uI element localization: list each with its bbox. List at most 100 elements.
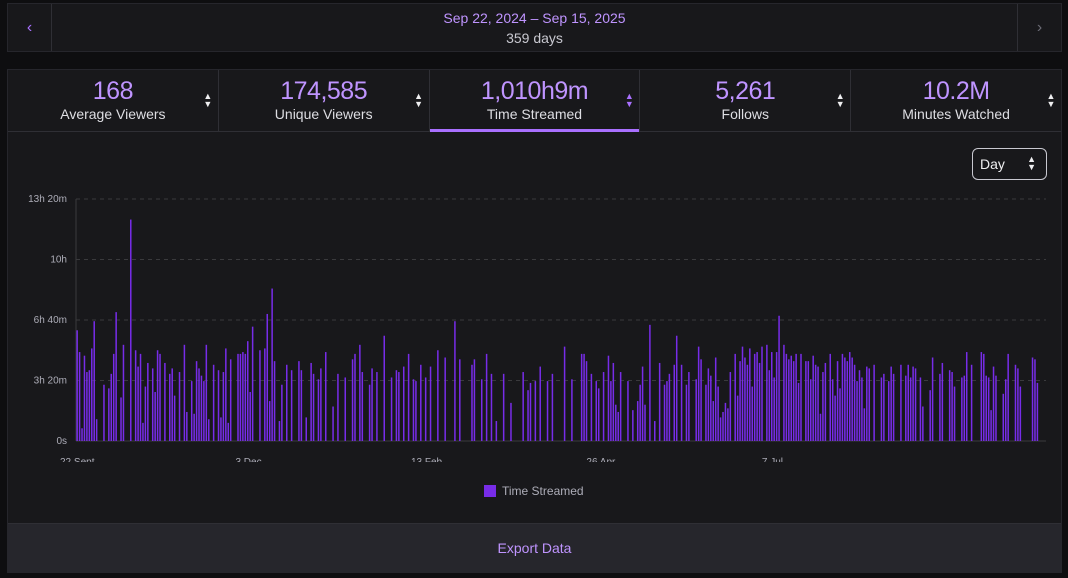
export-data-button[interactable]: Export Data [497,540,572,556]
stat-label: Unique Viewers [274,106,373,122]
bar [217,370,220,441]
chevron-left-icon[interactable]: ‹ [8,4,52,51]
bar [317,379,320,441]
bar [120,397,122,441]
bar [249,391,251,441]
bar [658,362,661,441]
bar [985,375,987,441]
bar [305,417,308,441]
y-tick-label: 3h 20m [34,376,67,387]
bar [551,373,554,441]
bar [229,359,232,441]
bar [1014,364,1017,441]
bar [980,352,983,441]
bar [736,395,739,441]
bar [963,375,966,441]
bar [853,364,856,441]
stat-average-viewers[interactable]: 168 Average Viewers ▲ ▼ [8,70,219,131]
bar [673,364,676,441]
bar [88,370,91,441]
bar [751,386,754,441]
bar [722,411,724,441]
bar [164,362,166,441]
bar [278,421,281,441]
date-range[interactable]: Sep 22, 2024 – Sep 15, 2025 [443,10,626,26]
bar [912,366,914,441]
sort-icon[interactable]: ▲ ▼ [1046,91,1056,109]
bar [86,372,88,441]
bar [941,362,944,441]
bar [527,390,529,441]
bar [892,373,895,441]
bar [880,377,883,441]
stat-label: Time Streamed [486,106,583,122]
bar [773,377,775,441]
bar [848,352,851,441]
bar [134,350,137,441]
sort-icon[interactable]: ▲ ▼ [835,91,845,109]
bar [619,372,622,441]
bar [510,402,512,441]
bar [749,348,751,441]
bar [680,364,683,441]
bar [641,366,644,441]
bar [819,413,822,441]
bar [225,348,227,441]
chart-legend[interactable]: Time Streamed [484,484,584,498]
stat-follows[interactable]: 5,261 Follows ▲ ▼ [640,70,852,131]
bar [890,366,892,441]
bar [858,370,861,441]
bar [729,372,732,441]
stat-unique-viewers[interactable]: 174,585 Unique Viewers ▲ ▼ [219,70,430,131]
bar [286,364,288,441]
stat-value: 10.2M [922,77,990,105]
stat-value: 5,261 [715,77,776,105]
bar [931,357,934,441]
stat-time-streamed[interactable]: 1,010h9m Time Streamed ▲ ▼ [429,70,641,132]
bar [495,421,498,441]
sort-icon[interactable]: ▲ ▼ [203,91,213,109]
bar [81,428,83,441]
bar [727,408,729,441]
bar [778,315,780,441]
bar [654,421,656,441]
bar [965,352,968,441]
stat-minutes-watched[interactable]: 10.2M Minutes Watched ▲ ▼ [851,70,1061,131]
bar [697,346,700,441]
bar [130,219,132,441]
x-tick-label: 7 Jul [762,457,783,462]
bar [639,384,641,441]
bar [398,372,400,441]
bar [851,357,853,441]
bar [800,353,802,441]
bar [607,355,610,441]
chevron-right-icon[interactable]: › [1017,4,1061,51]
bar [739,361,741,441]
bar [873,364,875,441]
bar [563,346,566,441]
bar [617,411,619,441]
bar [268,401,271,441]
date-range-bar: ‹ Sep 22, 2024 – Sep 15, 2025 359 days › [7,3,1062,52]
bar [95,419,98,441]
bar [454,321,456,441]
bar [632,410,634,441]
bar [746,364,749,441]
bar [371,368,373,441]
bar [354,353,356,441]
sort-icon[interactable]: ▲ ▼ [414,91,424,109]
bar [866,366,868,441]
bar [785,353,788,441]
bar [744,357,746,441]
bar [1002,393,1005,441]
bar [227,422,230,441]
bar [814,364,817,441]
legend-label: Time Streamed [502,484,584,498]
stat-tabs: 168 Average Viewers ▲ ▼ 174,585 Unique Vi… [8,70,1061,132]
granularity-select[interactable]: Day ▲ ▼ [972,148,1047,180]
bar [546,381,549,441]
stats-panel: 168 Average Viewers ▲ ▼ 174,585 Unique Vi… [7,69,1062,573]
bar [142,422,144,441]
sort-icon[interactable]: ▲ ▼ [624,91,634,109]
bar [1017,368,1019,441]
